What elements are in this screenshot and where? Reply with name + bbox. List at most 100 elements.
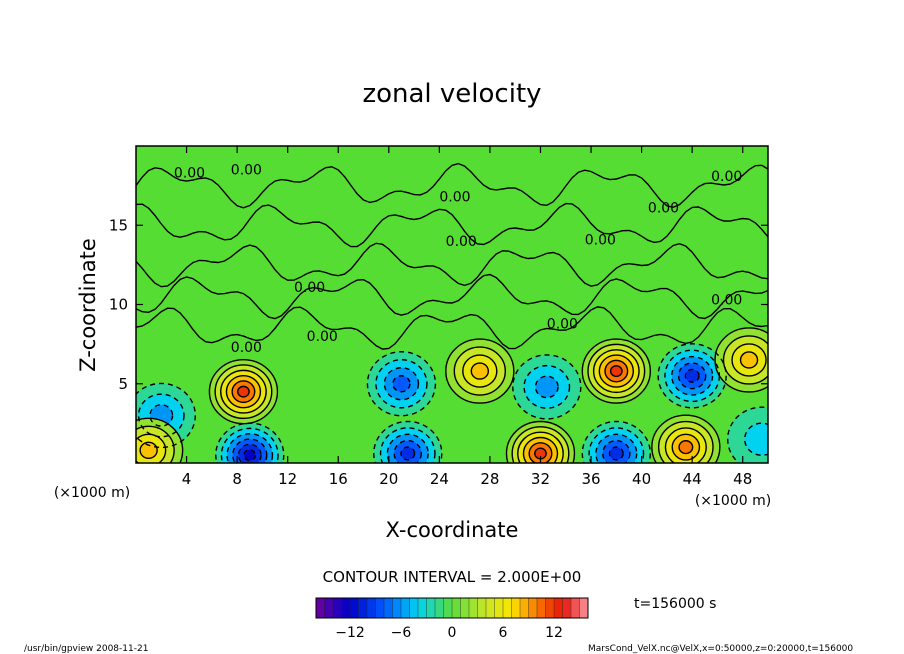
contour-line [534,375,559,399]
colorbar-tick-label: 6 [499,625,508,641]
zero-contour [136,306,768,350]
contour-line [595,433,638,463]
y-tick-label: 5 [118,375,128,393]
field-level [471,363,489,380]
contour-line [237,385,250,398]
field-level [610,365,623,377]
colorbar-cell [477,597,487,619]
colorbar-cell [375,597,385,619]
colorbar-cell [519,597,530,619]
contour-label: 0.00 [439,189,470,205]
x-tick-label: 40 [632,470,651,488]
colorbar-tick-label: 12 [545,625,563,641]
contour-line [393,439,423,463]
contour-line [598,354,635,388]
contour-line [657,420,714,463]
contour-label: 0.00 [231,340,262,356]
y-tick-label: 10 [109,296,128,314]
colorbar-cell [409,597,419,619]
contour-line [383,367,420,401]
contour-line [602,439,631,463]
contour-line [220,427,279,463]
x-tick-label: 48 [733,470,752,488]
colorbar-cell [485,597,496,619]
colorbar-cell [400,597,411,619]
zero-contour [136,242,768,288]
contour-label: 0.00 [174,166,205,182]
field-level [685,369,699,383]
contour-line [136,433,167,463]
contour-line [225,374,262,409]
contour-line [243,449,257,462]
contour-label: 0.00 [711,293,742,309]
colorbar [315,597,589,619]
contour-line [511,426,570,463]
field-level [609,447,624,460]
field-level [400,447,415,460]
colorbar-cell [553,597,564,619]
contour-line [392,375,411,393]
contour-line [137,393,185,438]
contour-label: 0.00 [446,234,477,250]
contour-label: 0.00 [648,201,679,217]
contour-line [731,343,767,377]
contour-line [677,362,707,390]
colorbar-cell [468,597,479,619]
contour-line [678,440,694,455]
contour-label: 0.00 [711,169,742,185]
contour-line [528,442,553,463]
colorbar-cell [570,597,581,619]
field-level [744,423,768,456]
contour-line [722,335,768,385]
colorbar-cell [392,597,402,619]
colorbar-cell [494,597,504,619]
field-level [392,375,410,392]
x-axis-label: X-coordinate [386,518,519,542]
contour-line [139,441,158,460]
footer-right: MarsCond_VelX.nc@VelX,x=0:50000,z=0:2000… [588,644,853,654]
x-tick-label: 36 [581,470,600,488]
field-level [237,386,250,397]
colorbar-cell [451,597,462,619]
contour-line [231,380,256,404]
x-tick-label: 32 [531,470,550,488]
colorbar-cell [426,597,436,619]
contour-line [366,351,437,417]
contour-line [671,355,714,396]
colorbar-cell [511,597,521,619]
field-level [679,440,693,454]
contour-label: 0.00 [294,280,325,296]
contour-line [592,349,640,394]
contour-label: 0.00 [547,316,578,332]
colorbar-cell [417,597,428,619]
contour-line [462,354,498,388]
contour-line [136,425,175,463]
contour-line [453,346,507,396]
colorbar-cell [545,597,555,619]
contour-line [375,359,428,409]
x-tick-label: 16 [329,470,348,488]
colorbar-cell [315,597,326,619]
x-tick-label: 44 [683,470,702,488]
x-tick-label: 12 [278,470,297,488]
contour-line [726,406,768,463]
zero-contour [136,273,768,320]
contour-line [671,433,701,461]
colorbar-tick-label: −6 [391,625,412,641]
contour-line [373,420,443,463]
chart-title: zonal velocity [362,79,541,109]
colorbar-frame [315,597,589,619]
contour-line [604,359,629,383]
contour-line [136,382,196,449]
contour-line [512,354,582,420]
contour-line [522,436,559,463]
contour-line [684,368,700,383]
field-level [740,351,758,368]
contour-line [232,438,268,463]
x-unit-left: (×1000 m) [54,485,130,501]
x-tick-label: 4 [182,470,192,488]
y-tick-label: 15 [109,216,128,234]
contour-line [214,364,273,420]
contour-line [588,427,645,463]
